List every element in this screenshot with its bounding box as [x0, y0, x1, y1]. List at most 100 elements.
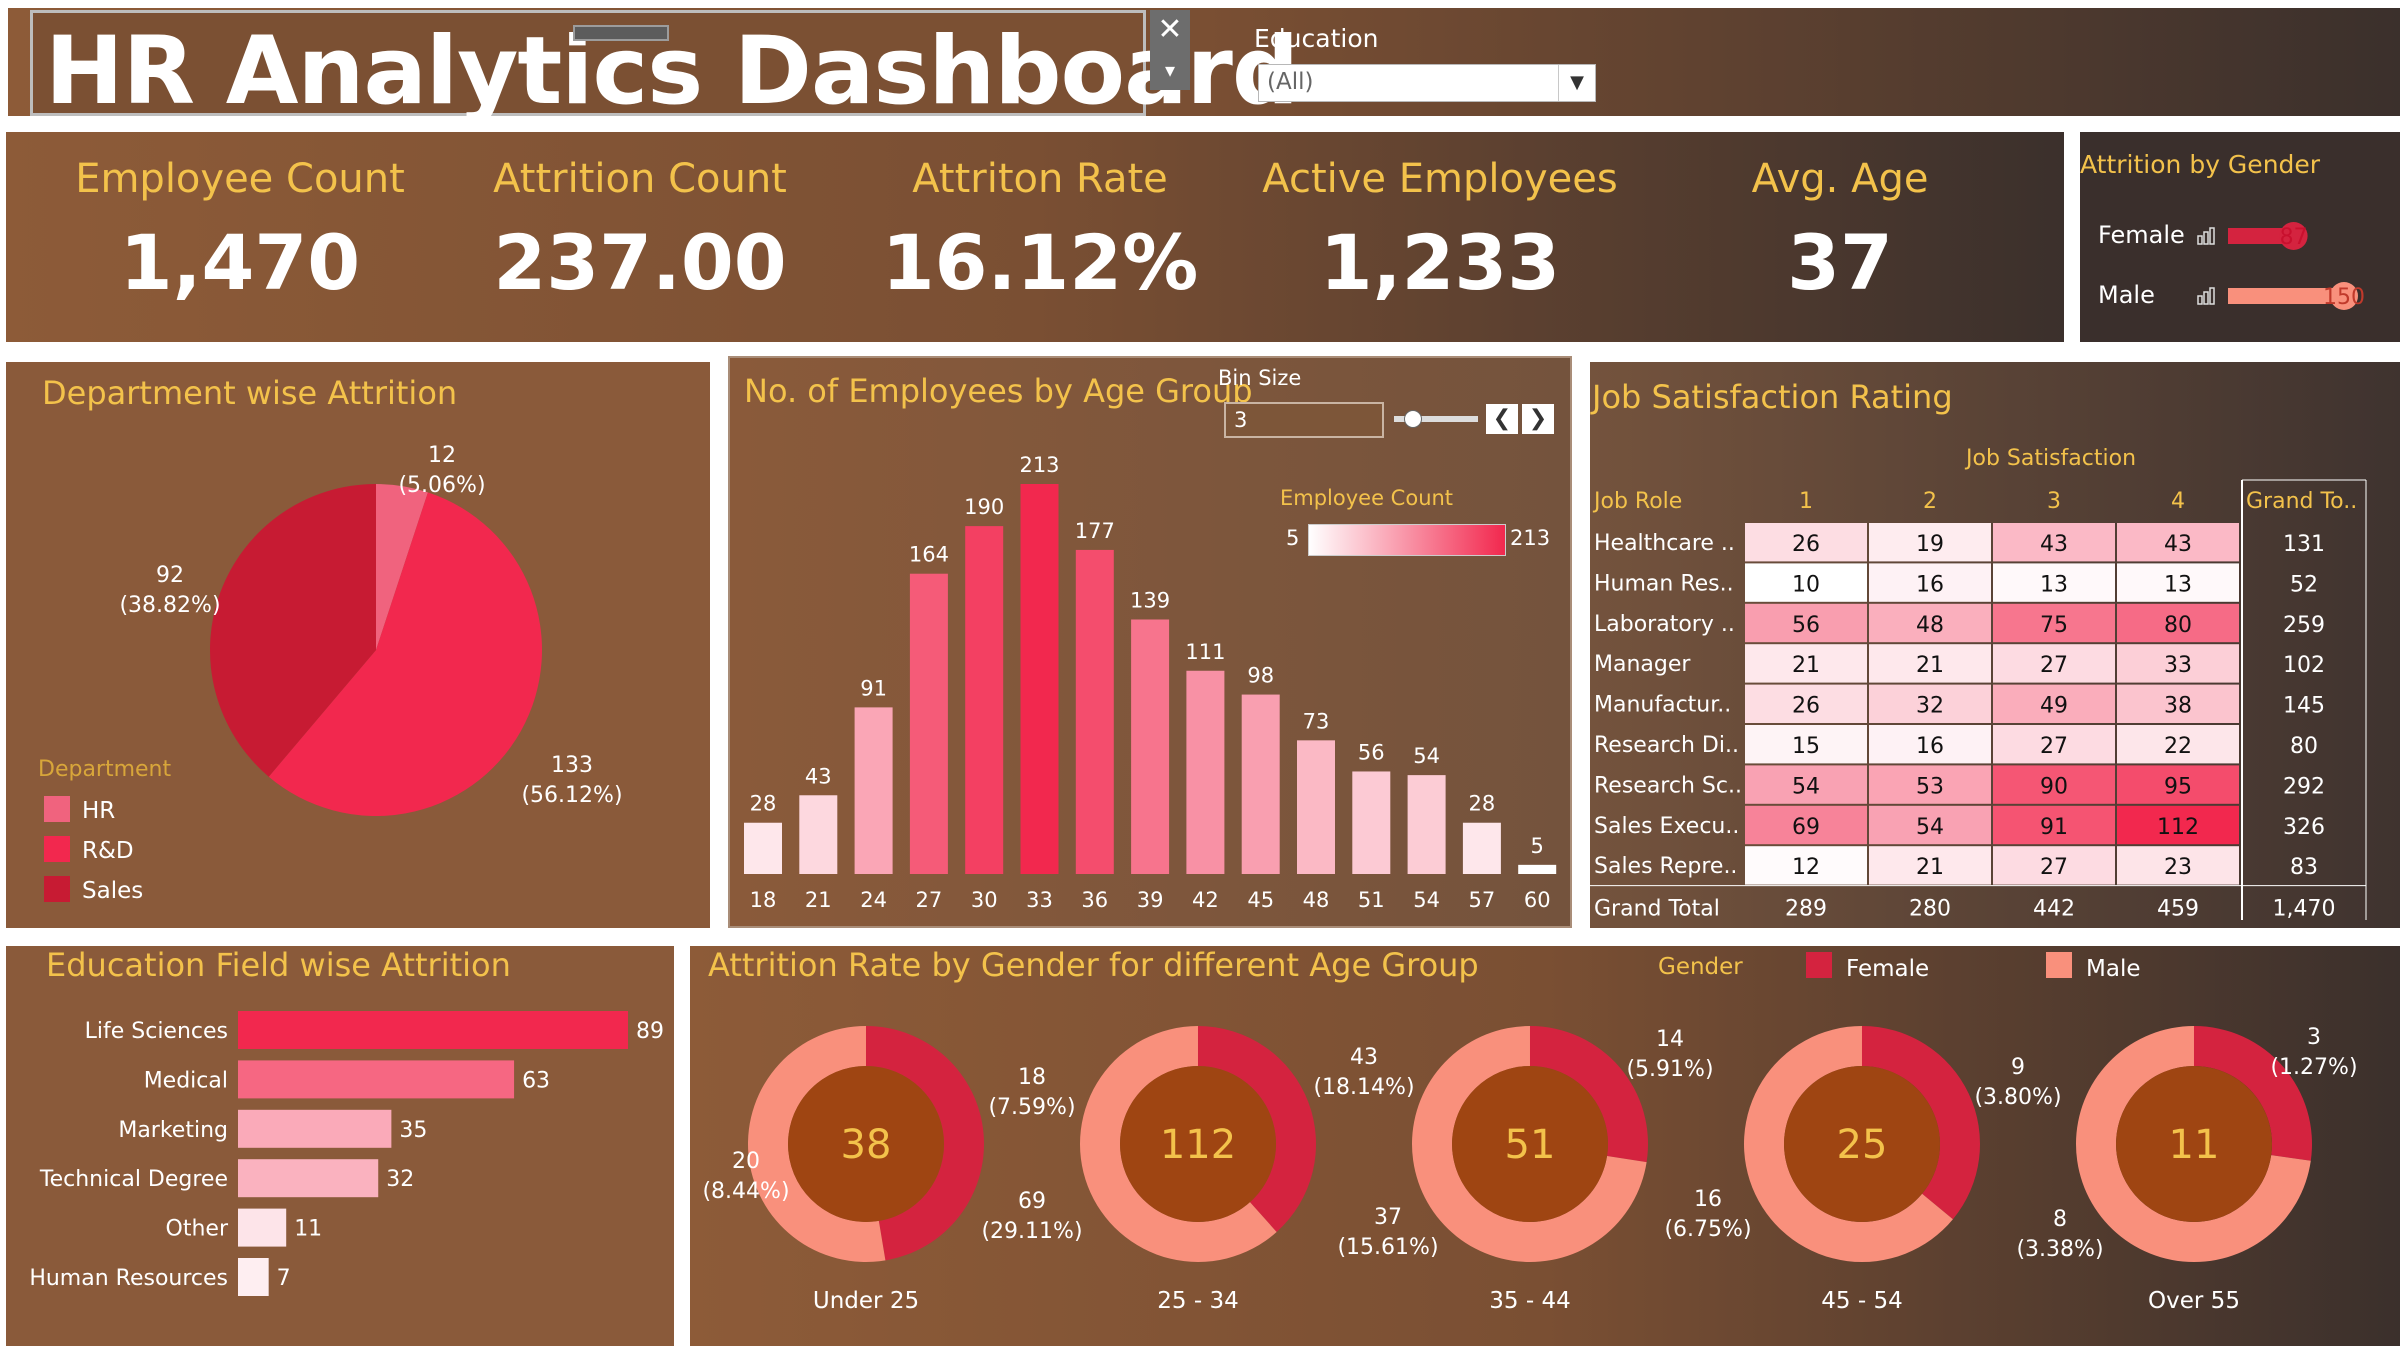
job-satisfaction-table: Job Role 1 2 3 4 Grand To..Healthcare .. 26 19 4… [1590, 479, 2367, 922]
dropdown-arrow-icon[interactable]: ▼ [1558, 65, 1595, 101]
age-bar-value: 111 [1185, 640, 1225, 664]
panel-title: Attrition Rate by Gender for different A… [708, 946, 1479, 984]
legend-title: Department [38, 757, 172, 782]
age-bar-value: 56 [1358, 740, 1385, 764]
legend-label: Male [2086, 956, 2140, 982]
legend-swatch-female [1806, 952, 1832, 978]
age-tick-label: 48 [1303, 888, 1330, 912]
donut-center [1452, 1066, 1608, 1222]
age-tick-label: 21 [805, 888, 832, 912]
kpi-avg-age: Avg. Age 37 [1640, 156, 2040, 307]
table-cell [1993, 523, 2115, 562]
legend-label: HR [82, 798, 115, 824]
table-cell-value: 10 [1792, 572, 1820, 597]
age-tick-label: 60 [1524, 888, 1551, 912]
kpi-value: 1,470 [119, 218, 361, 307]
table-column-header: 2 [1923, 489, 1937, 514]
donut-male-percent: (29.11%) [981, 1219, 1082, 1244]
bar-chart-icon [2209, 287, 2215, 305]
table-cell [1869, 603, 1991, 643]
chevron-left-icon[interactable]: ❮ [1486, 404, 1518, 434]
age-bar [1131, 619, 1170, 874]
table-cell [1745, 563, 1867, 602]
age-tick-label: 36 [1081, 888, 1108, 912]
age-bar-value: 190 [964, 495, 1004, 519]
edu-bar [238, 1109, 392, 1148]
age-tick-label: 24 [860, 888, 887, 912]
panel-title: Education Field wise Attrition [46, 946, 511, 984]
age-group-panel: No. of Employees by Age Group Bin Size 3… [728, 356, 1572, 928]
edu-bar [238, 1159, 379, 1198]
table-cell [1993, 563, 2115, 602]
age-bar [909, 573, 948, 874]
table-cell-value: 13 [2164, 572, 2192, 597]
color-legend-max: 213 [1510, 526, 1551, 550]
donut-group-label: 35 - 44 [1489, 1288, 1570, 1314]
color-legend-ramp [1308, 524, 1506, 556]
age-bar [1462, 822, 1501, 874]
donut-segment-female [1862, 1026, 1980, 1220]
table-cell-value: 19 [1916, 532, 1944, 557]
table-row-total: 259 [2283, 613, 2325, 638]
table-cell-value: 26 [1792, 694, 1820, 719]
donut-male-percent: (6.75%) [1664, 1217, 1751, 1242]
bar-chart-icon [2203, 231, 2209, 245]
table-row-label: Manufactur.. [1594, 693, 1731, 718]
table-cell [2117, 563, 2239, 602]
table-cell-value: 80 [2164, 613, 2192, 638]
kpi-label: Attriton Rate [912, 156, 1168, 202]
table-cell-value: 69 [1792, 815, 1820, 840]
bar-chart-icon [2197, 235, 2203, 245]
age-bar [965, 526, 1004, 874]
table-cell [1869, 644, 1991, 683]
pie-value-label: 133 [551, 753, 593, 778]
donut-female-value: 43 [1350, 1045, 1378, 1070]
bin-size-slider[interactable] [1394, 416, 1478, 422]
edu-category-label: Technical Degree [39, 1167, 228, 1192]
table-cell-value: 16 [1916, 572, 1944, 597]
gender-value-label: 87 [2280, 225, 2308, 250]
table-cell-value: 53 [1916, 774, 1944, 799]
donut-center [2116, 1066, 2272, 1222]
donut-center [1120, 1066, 1276, 1222]
table-cell [1869, 563, 1991, 602]
table-cell-value: 54 [1916, 815, 1944, 840]
donut-group-label: Over 55 [2148, 1288, 2240, 1314]
table-cell [2117, 684, 2239, 723]
education-filter-select[interactable]: (All) ▼ [1258, 64, 1596, 102]
close-icon[interactable]: ✕ [1150, 10, 1190, 50]
table-cell-value: 38 [2164, 694, 2192, 719]
kpi-label: Attrition Count [493, 156, 787, 202]
table-total-row-label: Grand Total [1594, 897, 1720, 922]
kpi-label: Avg. Age [1751, 156, 1929, 202]
slider-handle[interactable] [1404, 410, 1422, 428]
table-cell-value: 56 [1792, 613, 1820, 638]
pie-percent-label: (38.82%) [119, 593, 220, 618]
bin-size-input[interactable]: 3 [1224, 402, 1384, 438]
chevron-down-icon[interactable]: ▾ [1150, 50, 1190, 90]
table-cell [1869, 805, 1991, 845]
table-cell-value: 33 [2164, 653, 2192, 678]
table-cell-value: 27 [2040, 734, 2068, 759]
panel-title: No. of Employees by Age Group [744, 372, 1253, 410]
edu-category-label: Marketing [118, 1118, 228, 1143]
table-cell-value: 112 [2157, 815, 2199, 840]
drag-handle[interactable] [573, 25, 669, 41]
table-cell [1869, 846, 1991, 885]
table-row-total: 145 [2283, 694, 2325, 719]
education-filter-value: (All) [1267, 69, 1314, 95]
job-satisfaction-panel: Job Satisfaction Rating Job Satisfaction… [1590, 362, 2400, 928]
kpi-panel: Employee Count 1,470 Attrition Count 237… [6, 132, 2064, 342]
gender-bar-end [2330, 282, 2358, 310]
table-cell [1993, 684, 2115, 723]
table-row-label: Laboratory .. [1594, 612, 1735, 637]
table-column-total: 280 [1909, 897, 1951, 922]
table-row-total: 292 [2283, 774, 2325, 799]
edu-category-label: Medical [144, 1068, 228, 1093]
donut-segment-male [1744, 1026, 1953, 1262]
chevron-right-icon[interactable]: ❯ [1522, 404, 1554, 434]
title-container[interactable]: HR Analytics Dashboard [30, 10, 1299, 126]
table-row-label: Human Res.. [1594, 571, 1734, 596]
kpi-label: Active Employees [1262, 156, 1618, 202]
